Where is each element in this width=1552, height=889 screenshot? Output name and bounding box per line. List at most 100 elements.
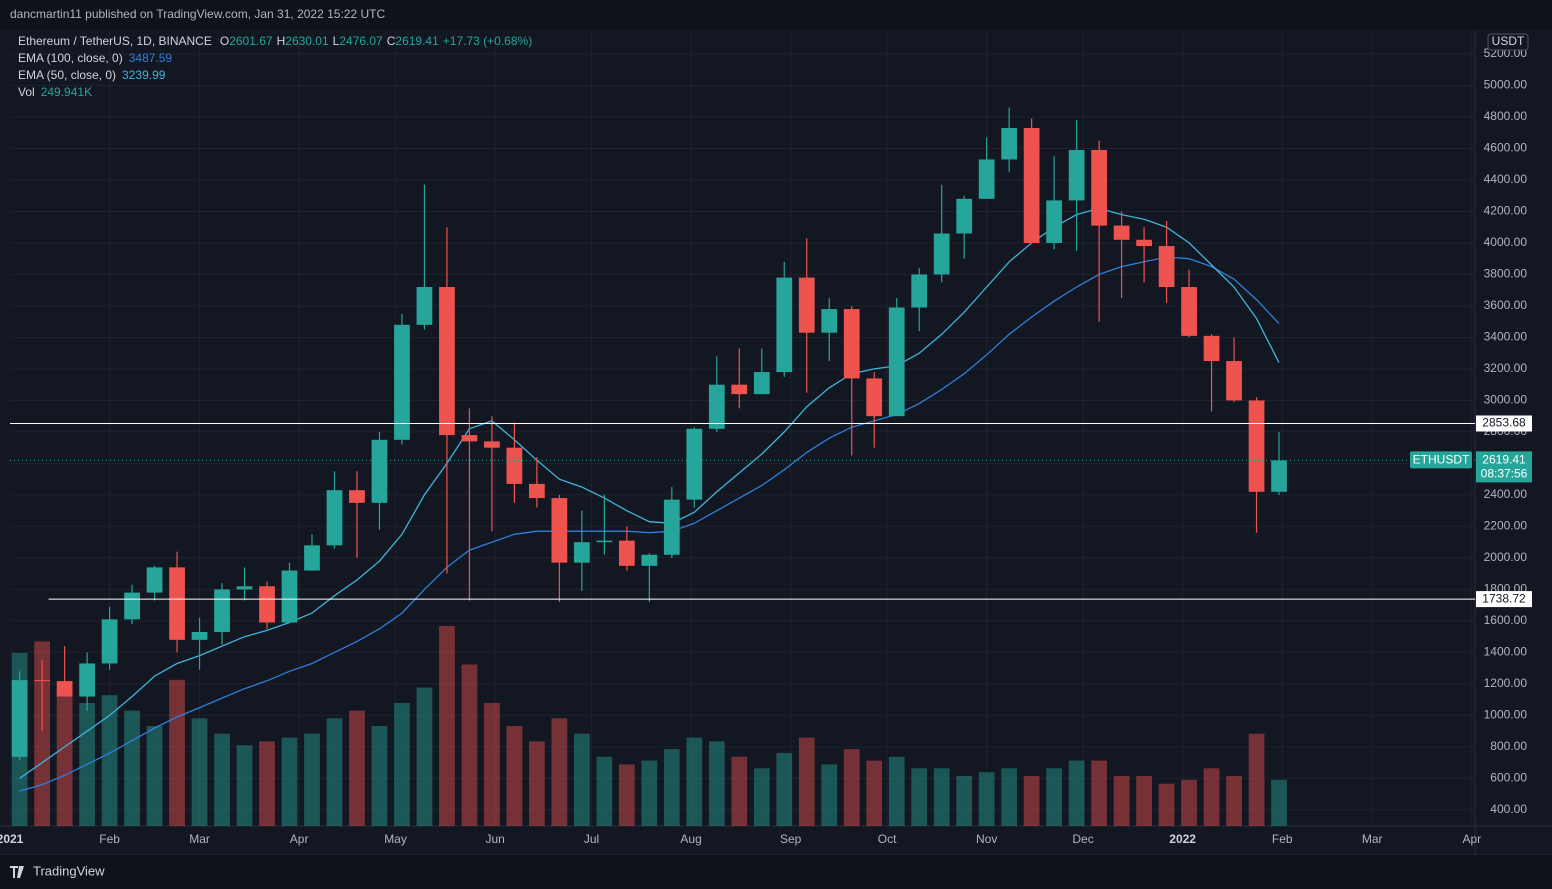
volume-bar	[1001, 768, 1018, 826]
candle-body	[798, 277, 815, 333]
y-tick-label: 3000.00	[1484, 393, 1528, 407]
candle-body	[11, 680, 28, 757]
x-tick-label: Apr	[1462, 832, 1481, 846]
volume-bar	[236, 745, 253, 826]
volume-bar	[34, 641, 50, 826]
last-price: 2619.41	[1482, 453, 1526, 467]
candle-body	[1046, 200, 1063, 243]
x-tick-label: Aug	[680, 832, 701, 846]
x-tick-label: Mar	[189, 832, 210, 846]
candle-body	[776, 277, 793, 373]
volume-bar	[866, 760, 883, 826]
x-tick-label: Sep	[780, 832, 802, 846]
volume-bar	[349, 710, 365, 826]
x-tick-label: May	[384, 832, 407, 846]
volume-bar	[259, 741, 275, 826]
candle-body	[1023, 127, 1040, 243]
candle-body	[34, 680, 50, 682]
symbol-tag: ETHUSDT	[1413, 453, 1470, 467]
footer-bar	[0, 855, 1552, 889]
legend-text: 249.941K	[41, 85, 92, 99]
x-tick-label: Feb	[99, 832, 120, 846]
y-tick-label: 1400.00	[1484, 645, 1528, 659]
volume-bar	[1091, 760, 1107, 826]
candle-body	[304, 545, 320, 571]
x-tick-label: 2022	[1169, 832, 1196, 846]
legend-text: +17.73 (+0.68%)	[443, 34, 532, 48]
candle-body	[708, 384, 725, 429]
volume-bar	[304, 733, 320, 826]
currency-label: USDT	[1492, 34, 1525, 48]
candle-body	[573, 542, 590, 563]
y-tick-label: 2400.00	[1484, 487, 1528, 501]
volume-bar	[663, 749, 680, 826]
legend-row: EMA (100, close, 0) 3487.59	[18, 51, 172, 65]
candle-body	[1271, 460, 1287, 492]
y-tick-label: 5000.00	[1484, 78, 1528, 92]
price-label: 1738.72	[1482, 591, 1526, 605]
y-tick-label: 2000.00	[1484, 550, 1528, 564]
legend-text: 2476.07	[339, 34, 383, 48]
volume-bar	[326, 718, 343, 826]
candle-body	[753, 372, 770, 395]
candle-body	[146, 567, 163, 593]
y-tick-label: 1200.00	[1484, 676, 1528, 690]
header-bar	[0, 0, 1552, 30]
volume-bar	[596, 756, 613, 826]
y-tick-label: 3800.00	[1484, 267, 1528, 281]
candle-body	[911, 274, 928, 308]
volume-bar	[394, 702, 410, 826]
brand-logo	[10, 866, 24, 878]
candle-body	[978, 159, 995, 199]
legend-text: H	[277, 34, 286, 48]
volume-bar	[798, 737, 815, 826]
volume-bar	[529, 741, 545, 826]
candle-body	[214, 589, 230, 632]
legend-row: EMA (50, close, 0) 3239.99	[18, 68, 166, 82]
volume-bar	[1271, 779, 1287, 826]
y-tick-label: 2200.00	[1484, 519, 1528, 533]
volume-bar	[1023, 776, 1040, 826]
candle-body	[888, 307, 905, 417]
volume-bar	[1113, 776, 1130, 826]
volume-bar	[1203, 768, 1220, 826]
x-tick-label: Dec	[1072, 832, 1093, 846]
candle-body	[124, 592, 140, 620]
volume-bar	[1226, 776, 1242, 826]
candle-body	[101, 619, 118, 664]
brand-name: TradingView	[33, 863, 105, 878]
x-tick-label: 2021	[0, 832, 24, 846]
symbol-tag-box	[1410, 451, 1472, 469]
candle-body	[1248, 400, 1265, 492]
currency-box	[1487, 33, 1529, 51]
volume-bar	[551, 718, 568, 826]
volume-bar	[1046, 768, 1063, 826]
volume-bar	[1248, 733, 1265, 826]
volume-bar	[169, 679, 185, 826]
legend-row: Vol 249.941K	[18, 85, 92, 99]
volume-bar	[101, 695, 118, 826]
volume-bar	[573, 733, 590, 826]
legend-row: Ethereum / TetherUS, 1D, BINANCE O2601.67…	[18, 34, 532, 48]
ema-line	[19, 207, 1280, 779]
y-tick-label: 4400.00	[1484, 172, 1528, 186]
volume-bar	[843, 749, 860, 826]
volume-bar	[911, 768, 928, 826]
candle-body	[371, 439, 388, 503]
legend-text: 3487.59	[129, 51, 173, 65]
y-tick-label: 4800.00	[1484, 109, 1528, 123]
candle-body	[551, 498, 568, 563]
candle-body	[326, 490, 343, 546]
candle-body	[663, 499, 680, 555]
volume-bar	[731, 756, 748, 826]
legend-text: Ethereum / TetherUS, 1D, BINANCE	[18, 34, 212, 48]
legend-text: C	[387, 34, 396, 48]
candle-body	[866, 378, 883, 417]
volume-bar	[641, 760, 658, 826]
candle-body	[191, 631, 208, 640]
candle-body	[259, 586, 275, 623]
x-tick-label: Jul	[584, 832, 599, 846]
price-label-box	[1476, 415, 1532, 432]
